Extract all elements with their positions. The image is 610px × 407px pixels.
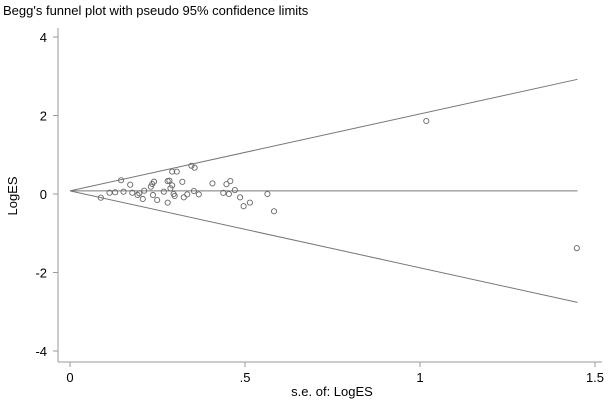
study-point	[191, 164, 198, 171]
study-point	[264, 190, 271, 198]
study-point	[134, 191, 141, 199]
study-point	[164, 199, 171, 206]
y-axis-label: LogES	[5, 176, 20, 215]
x-tick-label: 1.5	[586, 370, 604, 385]
study-point	[237, 194, 244, 201]
study-point	[167, 185, 174, 192]
study-point	[270, 208, 278, 215]
study-point	[129, 189, 136, 196]
study-point	[190, 187, 197, 195]
upper-confidence-limit	[69, 78, 578, 192]
study-point	[227, 177, 234, 185]
x-tick-label: .5	[240, 370, 251, 385]
study-point	[118, 177, 125, 184]
y-tick-label: 0	[40, 187, 47, 202]
study-point	[139, 195, 146, 203]
study-point	[240, 203, 247, 210]
study-point	[179, 178, 186, 185]
x-tick-label: 0	[66, 370, 73, 385]
study-point	[166, 177, 173, 184]
study-point	[154, 196, 161, 204]
study-point	[120, 188, 127, 195]
study-point	[127, 181, 134, 188]
study-point	[169, 168, 176, 175]
study-point	[223, 181, 230, 188]
study-point	[180, 194, 187, 201]
study-point	[246, 199, 253, 206]
y-tick-label: 4	[40, 30, 47, 45]
study-point	[423, 117, 430, 125]
study-point	[225, 190, 232, 198]
study-point	[184, 191, 191, 198]
study-point	[112, 189, 119, 196]
y-tick-label: -4	[35, 344, 47, 359]
study-point	[220, 189, 227, 196]
study-point	[231, 187, 238, 194]
x-axis-label: s.e. of: LogES	[291, 384, 373, 399]
study-point	[149, 191, 156, 199]
study-point	[209, 180, 216, 187]
chart-title: Begg's funnel plot with pseudo 95% confi…	[3, 3, 309, 18]
study-point	[173, 168, 180, 175]
x-tick-label: 1	[416, 370, 423, 385]
study-point	[141, 187, 148, 194]
study-point	[188, 162, 195, 169]
study-point	[171, 192, 178, 200]
study-point	[160, 188, 167, 195]
study-point	[97, 194, 104, 201]
lower-confidence-limit	[69, 190, 578, 303]
y-tick-label: -2	[35, 266, 47, 281]
study-point	[195, 191, 202, 198]
study-point	[136, 190, 143, 197]
study-point	[169, 182, 176, 189]
study-point	[150, 178, 158, 185]
study-point	[573, 245, 580, 252]
y-tick-label: 2	[40, 109, 47, 124]
